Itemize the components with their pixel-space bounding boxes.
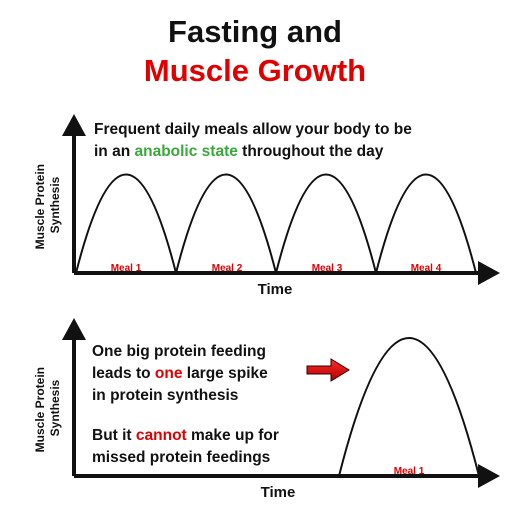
panel1-curve-meal-1 xyxy=(75,173,177,274)
title-line-1: Fasting and xyxy=(168,14,342,49)
panel1-x-label: Time xyxy=(258,281,293,298)
panel2-caption-line4: But it cannot make up for xyxy=(92,425,279,447)
panel2-meal-label-1: Meal 1 xyxy=(394,466,425,477)
panel2-caption-line2: leads to one large spike xyxy=(92,363,268,385)
panel2-caption-line2-post: large spike xyxy=(182,365,268,382)
red-arrow-icon xyxy=(306,358,350,382)
panel1-caption-line2: in an anabolic state throughout the day xyxy=(94,141,412,163)
panel2-y-arrowhead xyxy=(62,318,86,340)
panel2-caption-line3: in protein synthesis xyxy=(92,387,239,404)
anabolic-state-highlight: anabolic state xyxy=(134,143,238,160)
panel1-meal-label-3: Meal 3 xyxy=(312,263,343,274)
panel2-y-label-line1: Muscle Protein xyxy=(33,367,47,452)
panel2-x-label: Time xyxy=(261,484,296,501)
one-highlight: one xyxy=(154,365,183,382)
panel1-meal-label-4: Meal 4 xyxy=(411,263,442,274)
panel2-caption-line4-post: make up for xyxy=(186,427,279,444)
panel2-curve-meal-1 xyxy=(338,337,480,477)
panel2-y-label-line2: Synthesis xyxy=(48,379,62,436)
panel1-y-arrowhead xyxy=(62,114,86,136)
panel1-caption-line2-post: throughout the day xyxy=(237,143,384,160)
cannot-highlight: cannot xyxy=(135,427,187,444)
panel1-curve-meal-2 xyxy=(175,173,277,274)
panel2-y-label: Muscle Protein Synthesis xyxy=(33,364,62,453)
panel2-caption-line1: One big protein feeding xyxy=(92,343,266,360)
panel1-caption-line2-pre: in an xyxy=(94,143,135,160)
panel1-meal-label-2: Meal 2 xyxy=(212,263,243,274)
panel1-y-label-line1: Muscle Protein xyxy=(33,164,47,249)
panel1-meal-label-1: Meal 1 xyxy=(111,263,142,274)
panel2-caption-top: One big protein feeding leads to one lar… xyxy=(92,341,268,407)
panel1-x-arrowhead xyxy=(478,261,500,285)
panel1-caption: Frequent daily meals allow your body to … xyxy=(94,119,412,163)
panel2-caption-bottom: But it cannot make up for missed protein… xyxy=(92,425,279,469)
panel2-caption-line5: missed protein feedings xyxy=(92,449,271,466)
panel1-caption-line1: Frequent daily meals allow your body to … xyxy=(94,121,412,138)
panel1-curve-meal-3 xyxy=(275,173,377,274)
panel2-caption-line2-pre: leads to xyxy=(92,365,155,382)
panel1-y-label: Muscle Protein Synthesis xyxy=(33,161,62,250)
panel2-x-arrowhead xyxy=(478,464,500,488)
panel1-curve-meal-4 xyxy=(375,173,477,274)
panel2-caption-line4-pre: But it xyxy=(92,427,136,444)
panel1-y-label-line2: Synthesis xyxy=(48,176,62,233)
title-line-2: Muscle Growth xyxy=(143,53,367,88)
